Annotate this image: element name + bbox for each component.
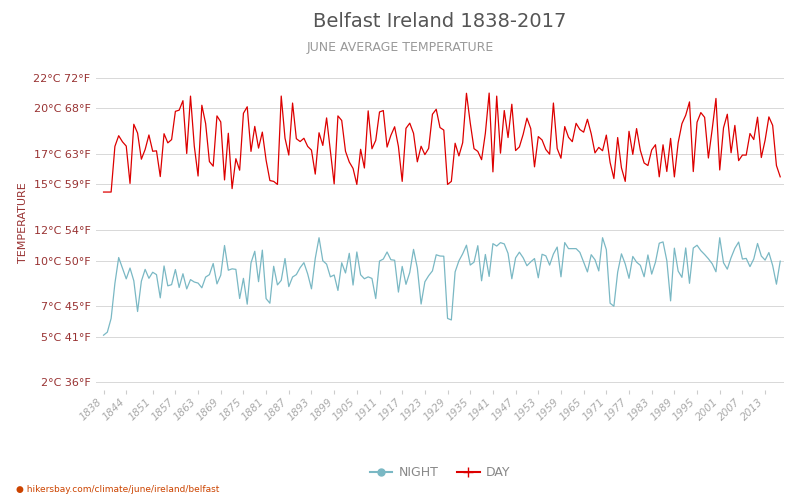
Title: Belfast Ireland 1838-2017: Belfast Ireland 1838-2017 (314, 12, 566, 31)
Legend: NIGHT, DAY: NIGHT, DAY (365, 461, 515, 484)
Y-axis label: TEMPERATURE: TEMPERATURE (18, 182, 28, 263)
Text: JUNE AVERAGE TEMPERATURE: JUNE AVERAGE TEMPERATURE (306, 41, 494, 54)
Text: ● hikersbay.com/climate/june/ireland/belfast: ● hikersbay.com/climate/june/ireland/bel… (16, 485, 219, 494)
